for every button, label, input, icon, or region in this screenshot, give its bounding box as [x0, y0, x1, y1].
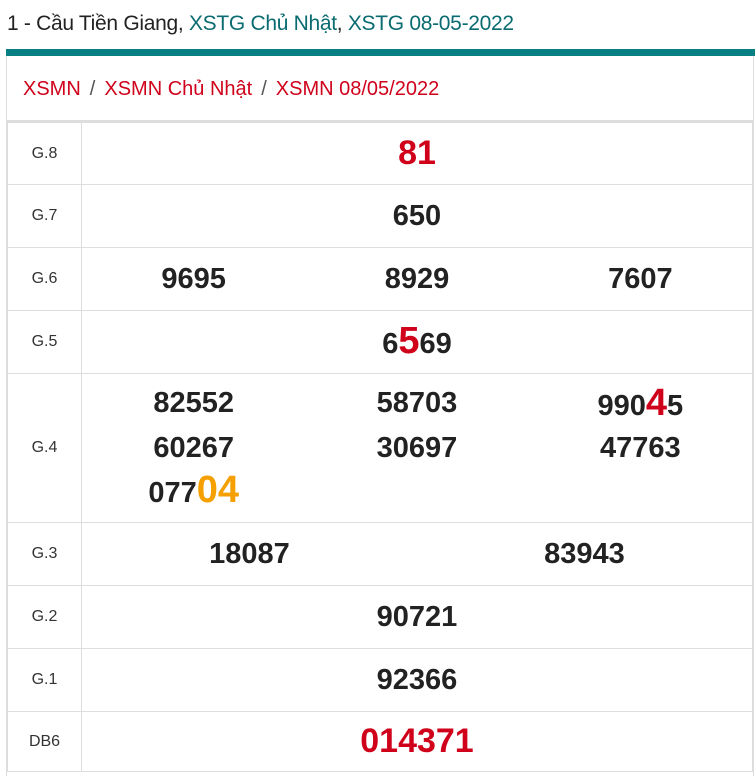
results-box: XSMN / XSMN Chủ Nhật / XSMN 08/05/2022 G.8 81…	[6, 56, 754, 776]
prize-number: 30697	[305, 427, 528, 469]
prize-number: 18087	[82, 533, 417, 575]
prize-numbers: 650	[81, 184, 753, 248]
breadcrumb: XSMN / XSMN Chủ Nhật / XSMN 08/05/2022	[23, 78, 439, 101]
prize-label: G.4	[7, 373, 82, 523]
breadcrumb-xsmn[interactable]: XSMN	[23, 78, 81, 100]
breadcrumb-xsmn-date: XSMN 08/05/2022	[275, 78, 440, 100]
prize-number: 90721	[82, 596, 752, 638]
breadcrumb-separator: /	[89, 78, 96, 100]
prize-number: 58703	[305, 382, 528, 427]
number-digits: 8929	[384, 263, 450, 295]
prize-number: 82552	[82, 382, 305, 427]
prize-number: 81	[82, 132, 752, 176]
highlighted-digits: 4	[645, 382, 668, 424]
number-digits: 7607	[608, 263, 673, 295]
page-heading: 1 - Cầu Tiền Giang, XSTG Chủ Nhật, XSTG …	[7, 12, 514, 36]
prize-label: G.2	[7, 585, 82, 649]
prize-label: G.8	[7, 121, 82, 185]
highlighted-digits: 014371	[360, 721, 474, 760]
prize-numbers: 9695 8929 7607	[81, 247, 753, 311]
prize-label: G.3	[7, 522, 82, 586]
number-digits: 9695	[161, 263, 226, 295]
prize-number: 99045	[529, 382, 752, 427]
highlighted-digits: 81	[398, 133, 436, 172]
number-digits: 90721	[376, 601, 458, 633]
number-digits: 92366	[376, 664, 458, 696]
number-digits: 47763	[599, 432, 681, 464]
prize-number: 83943	[417, 533, 752, 575]
prize-row-g2: G.2 90721	[7, 585, 753, 649]
prize-row-g6: G.6 9695 8929 7607	[7, 247, 753, 311]
number-digits: 5	[667, 390, 684, 422]
number-digits: 990	[597, 390, 646, 422]
prize-row-g1: G.1 92366	[7, 648, 753, 712]
prize-label: G.6	[7, 247, 82, 311]
prize-numbers: 014371	[81, 711, 753, 772]
prize-label: G.1	[7, 648, 82, 712]
highlighted-digits: 5	[398, 319, 420, 362]
prize-row-g8: G.8 81	[7, 121, 753, 185]
prize-numbers: 6569	[81, 310, 753, 374]
prize-number: 014371	[82, 720, 752, 764]
prize-numbers: 18087 83943	[81, 522, 753, 586]
prize-numbers: 90721	[81, 585, 753, 649]
heading-prefix: 1 - Cầu Tiền Giang,	[7, 12, 189, 35]
xstg-sunday-link[interactable]: XSTG Chủ Nhật	[188, 12, 337, 35]
prize-label: G.7	[7, 184, 82, 248]
prize-numbers: 92366	[81, 648, 753, 712]
number-digits: 650	[392, 200, 442, 232]
number-digits: 83943	[544, 538, 625, 570]
heading-comma: ,	[336, 12, 348, 35]
prize-row-g3: G.3 18087 83943	[7, 522, 753, 586]
xstg-date-link[interactable]: XSTG 08-05-2022	[347, 12, 514, 35]
highlighted-digits: 04	[196, 469, 239, 511]
prize-numbers: 82552 58703 99045 60267 30697 47763 07704	[81, 373, 753, 523]
prize-number: 9695	[82, 258, 305, 300]
prize-label: DB6	[7, 711, 82, 772]
prize-number: 650	[82, 195, 752, 237]
prize-row-g4: G.4 82552 58703 99045 60267 30697 47763 07704	[7, 373, 753, 523]
prize-number: 7607	[529, 258, 752, 300]
prize-row-g5: G.5 6569	[7, 310, 753, 374]
prize-number: 60267	[82, 427, 305, 469]
prize-number: 8929	[305, 258, 528, 300]
prize-number: 92366	[82, 659, 752, 701]
breadcrumb-separator: /	[261, 78, 267, 100]
results-table: G.8 81 G.7 650 G.6 9695 8929 7607 G.5 6569 G.4 8255…	[7, 120, 753, 772]
number-digits: 30697	[376, 432, 458, 464]
prize-numbers: 81	[81, 121, 753, 185]
number-digits: 82552	[153, 387, 234, 419]
number-digits: 18087	[209, 538, 290, 570]
prize-number: 07704	[82, 469, 305, 514]
number-digits: 6	[382, 327, 399, 360]
prize-label: G.5	[7, 310, 82, 374]
prize-number: 47763	[529, 427, 752, 469]
prize-number: 6569	[82, 320, 752, 365]
number-digits: 077	[148, 477, 197, 509]
number-digits: 60267	[153, 432, 234, 464]
prize-row-db6: DB6 014371	[7, 711, 753, 772]
number-digits: 58703	[376, 387, 458, 419]
number-digits: 69	[419, 327, 452, 360]
accent-bar	[6, 49, 755, 56]
prize-row-g7: G.7 650	[7, 184, 753, 248]
breadcrumb-xsmn-sunday[interactable]: XSMN Chủ Nhật	[104, 78, 253, 100]
